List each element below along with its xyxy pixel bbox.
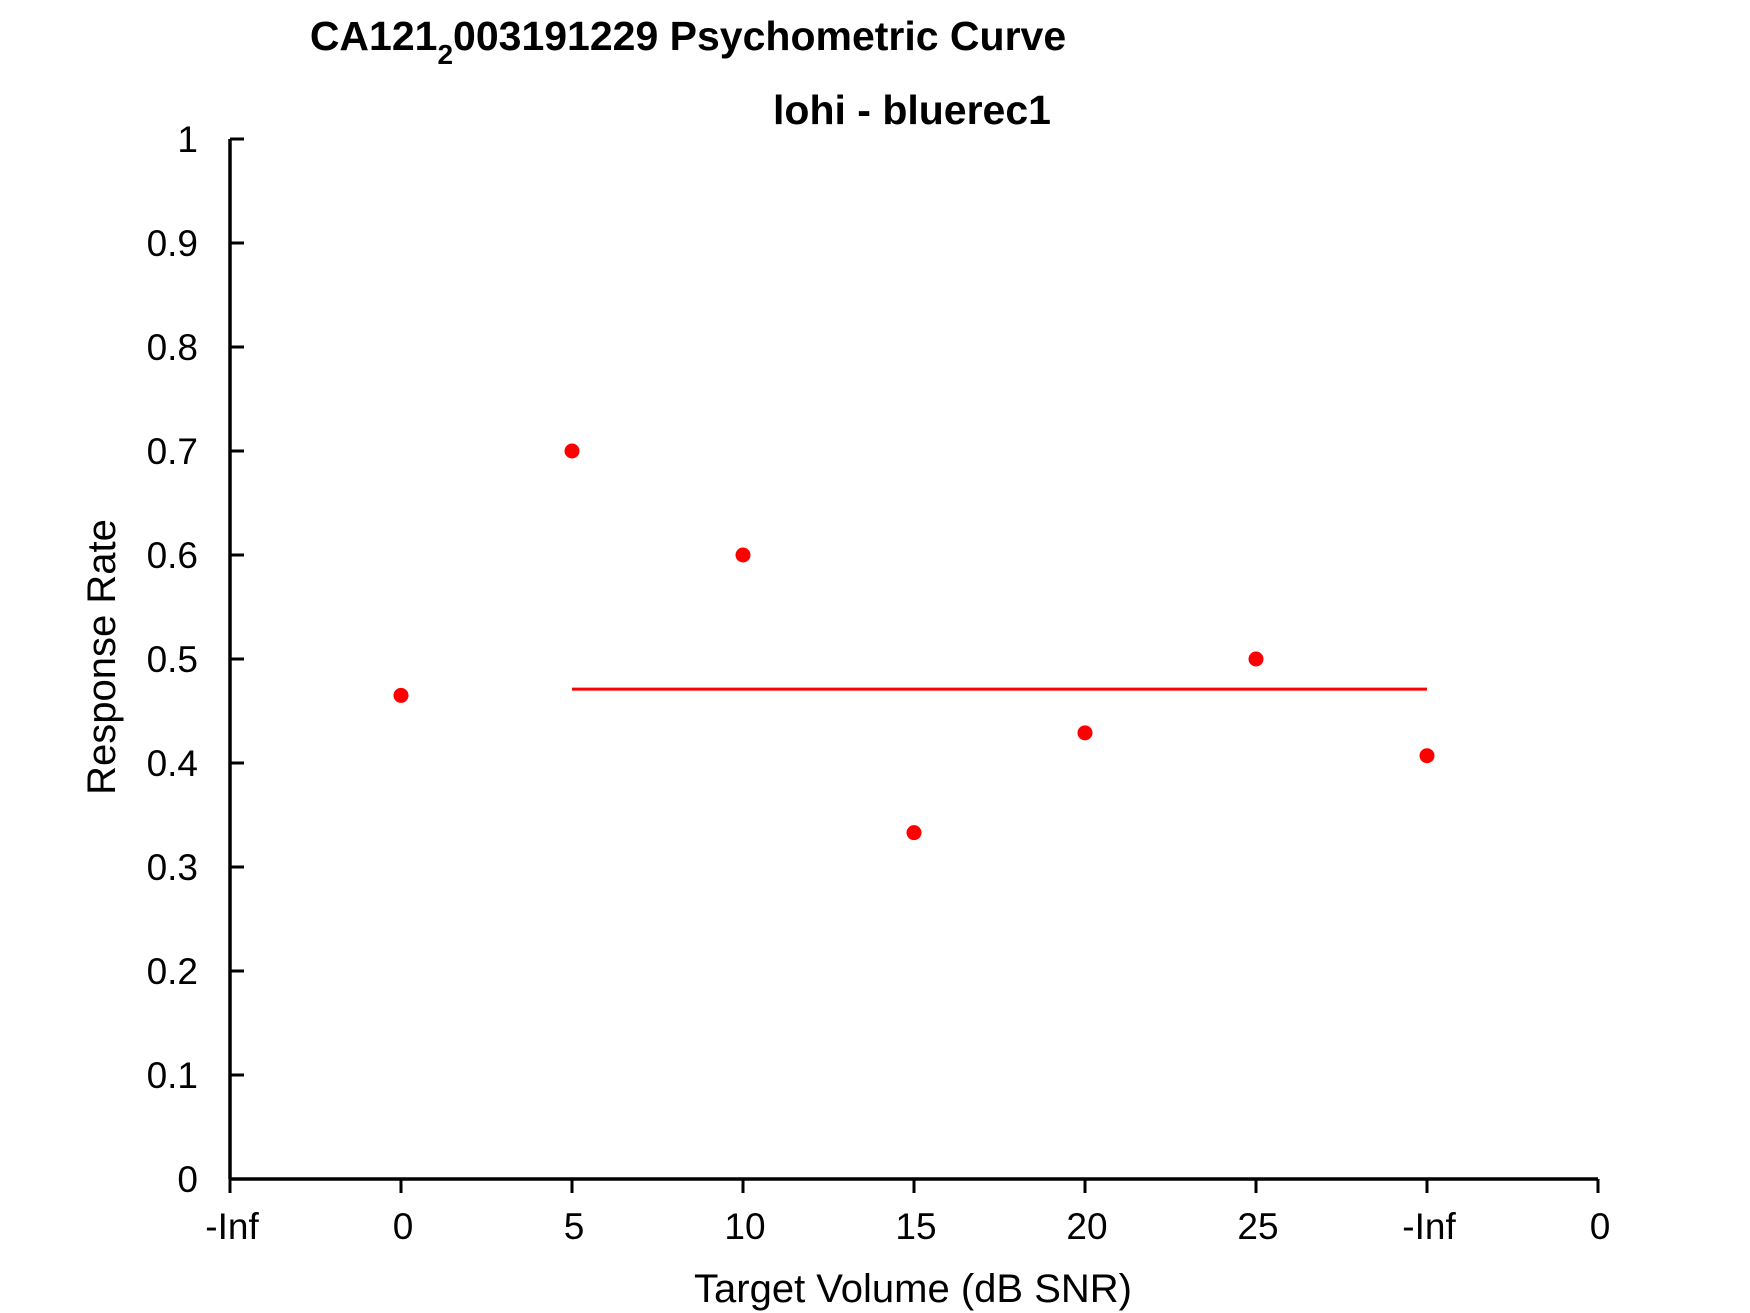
data-point bbox=[906, 825, 922, 841]
x-tick-label: 10 bbox=[724, 1206, 765, 1247]
x-tick-label: 5 bbox=[564, 1206, 585, 1247]
x-tick-label: 0 bbox=[1590, 1206, 1611, 1247]
y-axis-label: Response Rate bbox=[80, 519, 124, 795]
y-tick-label: 0.8 bbox=[147, 327, 198, 368]
chart-subtitle: lohi - bluerec1 bbox=[773, 87, 1051, 133]
y-tick-label: 1 bbox=[177, 119, 198, 160]
chart-title: CA1212003191229 Psychometric Curve bbox=[310, 13, 1066, 70]
data-point bbox=[735, 547, 751, 563]
x-tick-label: -Inf bbox=[205, 1206, 259, 1247]
data-point bbox=[1077, 725, 1093, 741]
y-tick-label: 0.9 bbox=[147, 223, 198, 264]
y-tick-label: 0.1 bbox=[147, 1055, 198, 1096]
plot-area: 00.10.20.30.40.50.60.70.80.91-Inf 0 5 10 15 2… bbox=[147, 119, 1611, 1247]
x-tick-label: 25 bbox=[1237, 1206, 1278, 1247]
data-point bbox=[564, 443, 580, 459]
y-tick-label: 0.6 bbox=[147, 535, 198, 576]
data-point bbox=[393, 687, 409, 703]
y-tick-label: 0.5 bbox=[147, 639, 198, 680]
y-tick-label: 0.3 bbox=[147, 847, 198, 888]
y-tick-label: 0.2 bbox=[147, 951, 198, 992]
x-tick-label: -Inf bbox=[1402, 1206, 1456, 1247]
x-axis-label: Target Volume (dB SNR) bbox=[694, 1267, 1132, 1311]
y-tick-label: 0.7 bbox=[147, 431, 198, 472]
chart-title-main: CA121 bbox=[310, 13, 438, 59]
y-tick-label: 0.4 bbox=[147, 743, 198, 784]
data-point bbox=[1248, 651, 1264, 667]
chart-title-subscript: 2 bbox=[437, 39, 453, 70]
x-tick-label: 20 bbox=[1066, 1206, 1107, 1247]
y-tick-label: 0 bbox=[177, 1159, 198, 1200]
data-point bbox=[1419, 748, 1435, 764]
chart-title-rest: 003191229 Psychometric Curve bbox=[453, 13, 1066, 59]
x-tick-label: 15 bbox=[895, 1206, 936, 1247]
x-tick-label: 0 bbox=[393, 1206, 414, 1247]
